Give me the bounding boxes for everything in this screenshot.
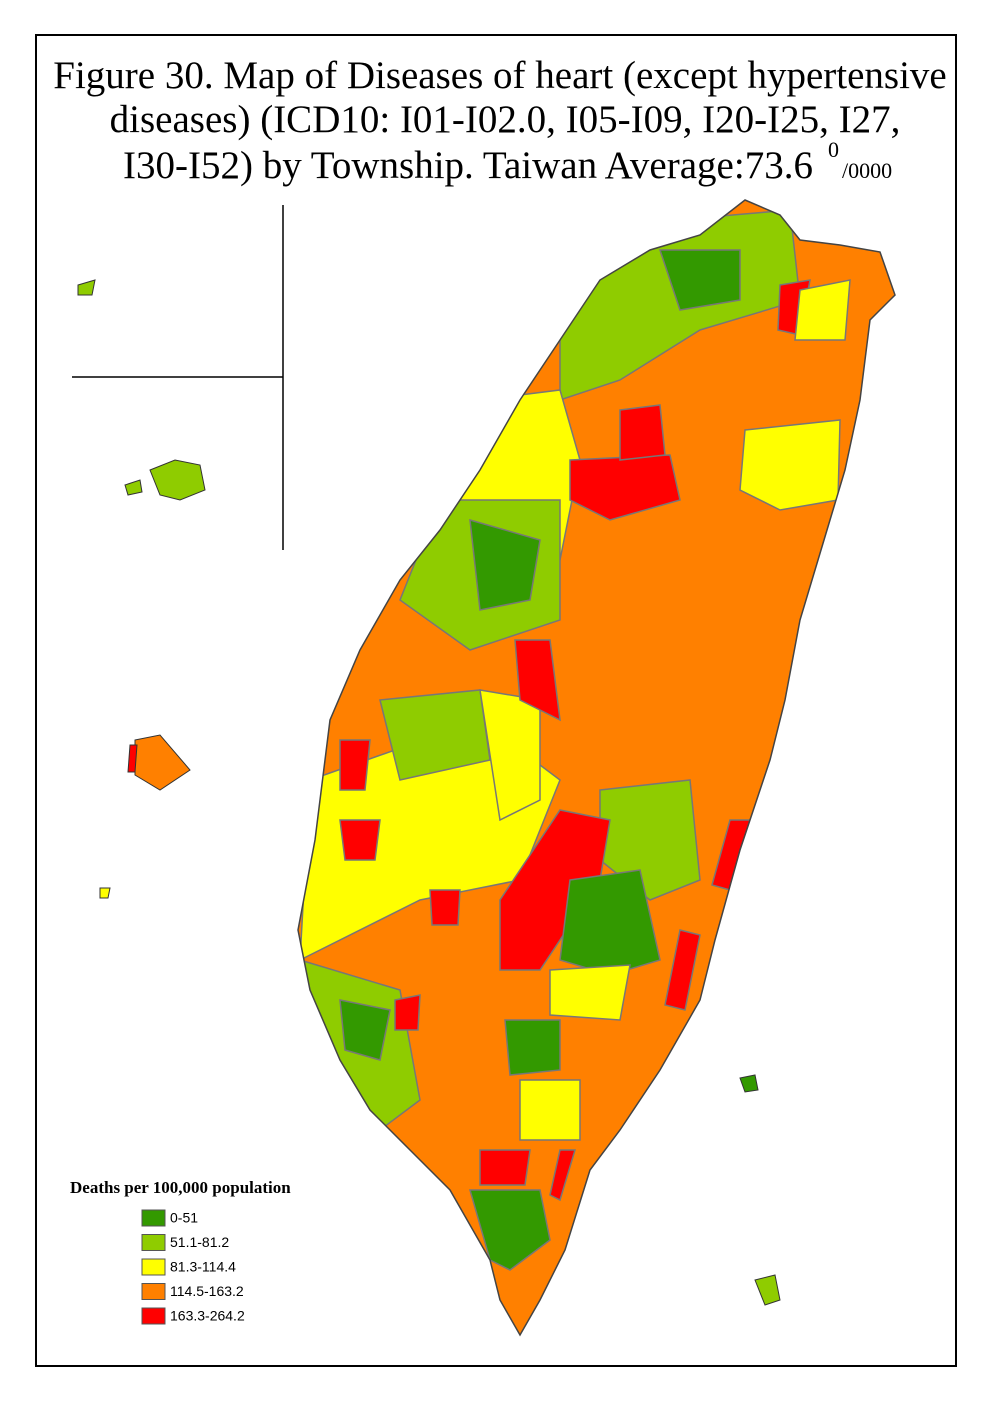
region (339, 739, 371, 791)
region (514, 639, 561, 722)
island (77, 279, 96, 296)
region (739, 419, 841, 511)
legend-label: 114.5-163.2 (170, 1283, 244, 1299)
region (549, 1149, 577, 1202)
region (794, 279, 851, 341)
region (519, 1079, 581, 1141)
legend-swatch (141, 1234, 166, 1251)
island (127, 744, 138, 773)
legend-swatch (141, 1307, 166, 1325)
island (149, 459, 206, 501)
legend-swatch (141, 1283, 166, 1300)
region (469, 1189, 551, 1271)
legend-swatch (141, 1209, 166, 1227)
legend-title: Deaths per 100,000 population (70, 1178, 291, 1197)
region (339, 999, 391, 1061)
title-line: Figure 30. Map of Diseases of heart (exc… (53, 54, 946, 97)
coastline (297, 199, 896, 1337)
legend-label: 81.3-114.4 (170, 1259, 236, 1275)
island (99, 887, 111, 899)
region (429, 889, 461, 926)
unit-bottom: /0000 (842, 158, 892, 183)
region (658, 249, 741, 311)
region (379, 689, 491, 781)
title-line: I30-I52) by Township. Taiwan Average:73.… (123, 144, 813, 187)
region (619, 404, 666, 461)
region (504, 1019, 561, 1076)
region (559, 869, 661, 976)
legend-swatch (141, 1258, 166, 1276)
unit-top: 0 (828, 137, 839, 162)
region (549, 964, 631, 1021)
region (664, 929, 701, 1011)
island (124, 479, 143, 496)
legend-label: 163.3-264.2 (170, 1308, 245, 1324)
region (469, 518, 541, 611)
region (394, 994, 421, 1031)
region (339, 819, 381, 861)
island (739, 1074, 759, 1093)
region (479, 1149, 531, 1186)
title-line: diseases) (ICD10: I01-I02.0, I05-I09, I2… (110, 98, 901, 141)
legend-label: 51.1-81.2 (170, 1234, 229, 1250)
legend-label: 0-51 (170, 1210, 198, 1226)
region (499, 809, 611, 971)
island (754, 1274, 781, 1306)
legend: 0-51 51.1-81.2 81.3-114.4 114.5-163.2 163.3-… (141, 1209, 245, 1325)
